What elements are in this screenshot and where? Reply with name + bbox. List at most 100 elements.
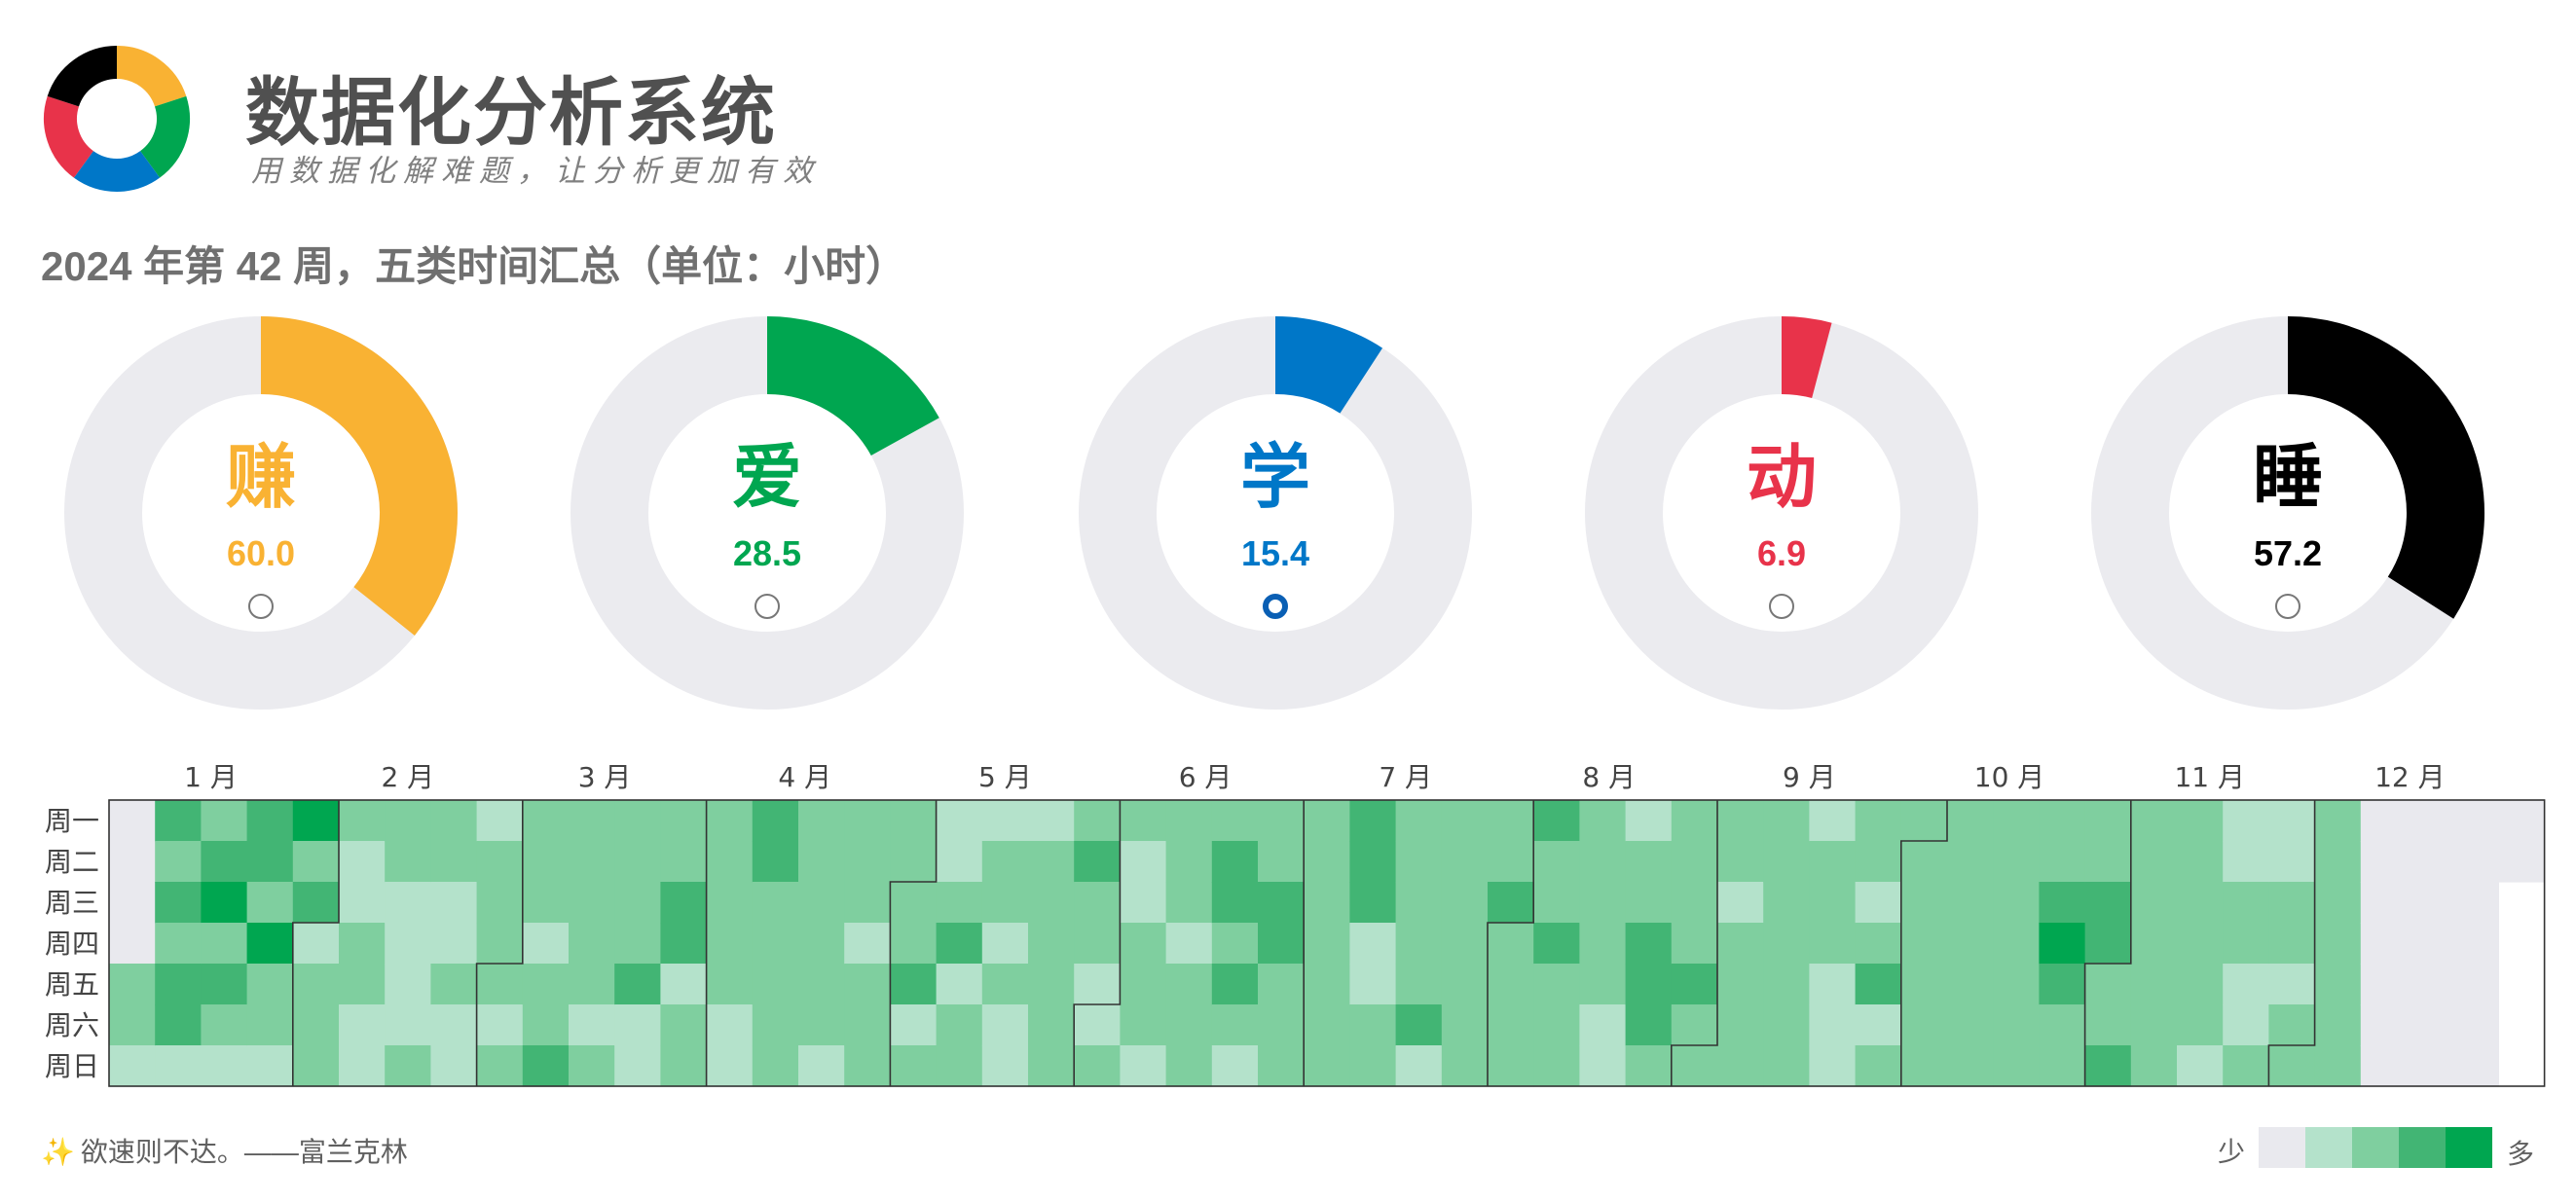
heatmap-cell [981, 841, 1029, 883]
heatmap-cell [2039, 1045, 2086, 1087]
logo-segment [73, 150, 161, 192]
month-label: 1 月 [184, 761, 238, 793]
heatmap-cell [1211, 923, 1259, 965]
heatmap-cell [246, 841, 294, 883]
heatmap-cell [2360, 923, 2408, 965]
heatmap-cell [339, 882, 386, 924]
heatmap-cell [569, 882, 615, 924]
radio-icon[interactable] [1769, 594, 1794, 619]
heatmap-cell [614, 1004, 661, 1046]
heatmap-cell [292, 1045, 340, 1087]
radio-selected-icon[interactable] [1263, 594, 1288, 619]
heatmap-cell [1993, 1045, 2040, 1087]
heatmap-cell [981, 1004, 1029, 1046]
heatmap-cell [1993, 1004, 2040, 1046]
heatmap-cell [936, 800, 983, 842]
heatmap-cell [1809, 800, 1857, 842]
heatmap-cell [1763, 1004, 1810, 1046]
heatmap-cell [476, 1004, 524, 1046]
heatmap-cell [2130, 1004, 2178, 1046]
heatmap-cell [2407, 882, 2453, 924]
heatmap-cell [2084, 1004, 2132, 1046]
heatmap-cell [1579, 841, 1627, 883]
legend-low-label: 少 [2218, 1137, 2246, 1167]
heatmap-cell [1028, 841, 1075, 883]
heatmap-cell [109, 964, 156, 1005]
heatmap-cell [1533, 923, 1580, 965]
heatmap-cell [614, 841, 661, 883]
donut-label: 学 [1240, 436, 1310, 518]
heatmap-cell [1671, 882, 1718, 924]
heatmap-cell [798, 923, 845, 965]
heatmap-cell [798, 1004, 845, 1046]
radio-icon[interactable] [754, 594, 780, 619]
heatmap-cell [109, 923, 156, 965]
heatmap-cell [1671, 923, 1718, 965]
heatmap-cell [109, 1004, 156, 1046]
heatmap-cell [660, 923, 708, 965]
heatmap-cell [292, 923, 340, 965]
heatmap-cell [522, 923, 570, 965]
heatmap-cell [981, 1045, 1029, 1087]
heatmap-cell [2039, 800, 2086, 842]
heatmap-cell [2084, 800, 2132, 842]
heatmap-cell [1717, 841, 1764, 883]
heatmap-cell [660, 882, 708, 924]
heatmap-cell [1349, 1004, 1397, 1046]
heatmap-cell [2039, 1004, 2086, 1046]
heatmap-cell [2084, 882, 2132, 924]
heatmap-cell [1304, 1045, 1350, 1087]
heatmap-cell [1441, 1004, 1489, 1046]
heatmap-cell [890, 923, 938, 965]
heatmap-cell [2039, 964, 2086, 1005]
radio-icon[interactable] [248, 594, 274, 619]
heatmap-cell [2039, 882, 2086, 924]
heatmap-cell [844, 882, 891, 924]
donut-label: 睡 [2253, 436, 2323, 518]
heatmap-cell [1533, 841, 1580, 883]
heatmap-cell [1074, 923, 1121, 965]
heatmap-cell [1441, 923, 1489, 965]
heatmap-cell [155, 882, 202, 924]
heatmap-cell [2498, 800, 2546, 842]
heatmap-cell [201, 1004, 248, 1046]
heatmap-cell [706, 1004, 754, 1046]
heatmap-cell [1165, 923, 1213, 965]
heatmap-cell [109, 1045, 156, 1087]
heatmap-cell [476, 882, 524, 924]
heatmap-cell [1488, 923, 1534, 965]
heatmap-cell [430, 1004, 478, 1046]
heatmap-cell [1395, 882, 1443, 924]
heatmap-cell [430, 964, 478, 1005]
heatmap-cell [1579, 964, 1627, 1005]
heatmap-cell [1993, 882, 2040, 924]
heatmap-cell [2407, 1004, 2453, 1046]
heatmap-cell [706, 964, 754, 1005]
donut-value: 15.4 [1241, 533, 1309, 573]
heatmap-cell [890, 1045, 938, 1087]
heatmap-cell [1120, 964, 1167, 1005]
legend-swatch-4 [2446, 1127, 2492, 1168]
heatmap-cell [1258, 1004, 1305, 1046]
heatmap-cell [155, 1045, 202, 1087]
month-label: 2 月 [381, 761, 434, 793]
heatmap-cell [569, 1004, 615, 1046]
heatmap-cell [844, 800, 891, 842]
heatmap-cell [1855, 841, 1902, 883]
heatmap-cell [2314, 923, 2362, 965]
heatmap-cell [1947, 1045, 1994, 1087]
heatmap-cell [2084, 923, 2132, 965]
heatmap-cell [2268, 841, 2316, 883]
heatmap-cell [2314, 882, 2362, 924]
radio-icon[interactable] [2275, 594, 2300, 619]
heatmap-cell [706, 800, 754, 842]
heatmap-cell [1809, 841, 1857, 883]
heatmap-cell [1120, 882, 1167, 924]
heatmap-cell [752, 964, 799, 1005]
donut-value: 28.5 [733, 533, 801, 573]
heatmap-cell [292, 841, 340, 883]
heatmap-cell [2268, 882, 2316, 924]
app-subtitle: 用数据化解难题，让分析更加有效 [251, 154, 821, 189]
heatmap-cell [1993, 800, 2040, 842]
